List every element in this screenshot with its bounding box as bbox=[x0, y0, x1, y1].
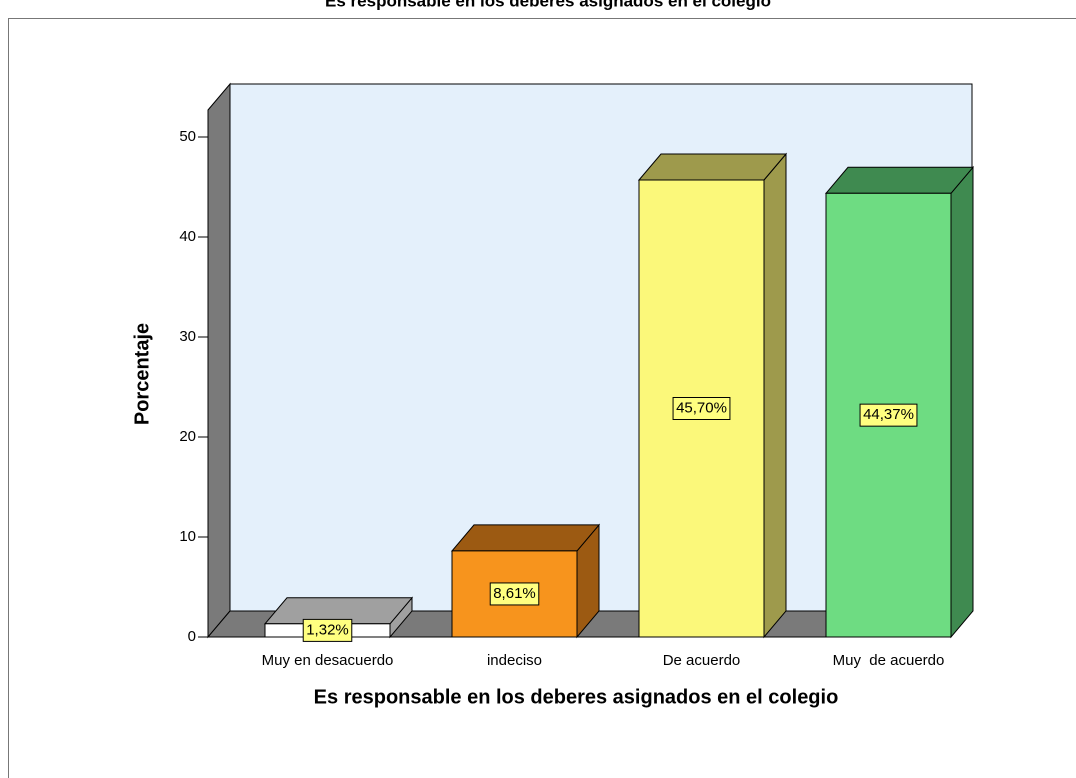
y-tick-label: 10 bbox=[179, 528, 196, 545]
y-tick-label: 20 bbox=[179, 428, 196, 445]
value-label-box bbox=[302, 618, 353, 642]
chart-title: Es responsable en los deberes asignados … bbox=[325, 0, 771, 10]
x-tick-label: Muy en desacuerdo bbox=[262, 652, 394, 669]
bar-top bbox=[637, 153, 788, 181]
y-axis-label: Porcentaje bbox=[131, 323, 153, 425]
x-tick-label: indeciso bbox=[487, 652, 542, 669]
value-label: 8,61% bbox=[493, 585, 536, 602]
x-tick-label: Muy de acuerdo bbox=[833, 652, 945, 669]
left-wall bbox=[207, 82, 231, 639]
bar-top bbox=[824, 166, 975, 194]
y-tick-label: 30 bbox=[179, 328, 196, 345]
x-tick-label: De acuerdo bbox=[663, 652, 741, 669]
bar-side bbox=[763, 152, 787, 639]
value-label-box bbox=[489, 582, 540, 606]
value-label: 45,70% bbox=[676, 399, 727, 416]
bar-side bbox=[950, 165, 974, 639]
y-tick-label: 0 bbox=[188, 628, 196, 645]
value-label: 1,32% bbox=[306, 621, 349, 638]
y-tick-label: 40 bbox=[179, 228, 196, 245]
x-axis-label: Es responsable en los deberes asignados … bbox=[314, 686, 839, 708]
value-label: 44,37% bbox=[863, 406, 914, 423]
value-label-box bbox=[859, 403, 918, 427]
value-label-box bbox=[672, 397, 731, 420]
y-tick-label: 50 bbox=[179, 128, 196, 145]
bar-top bbox=[450, 524, 601, 552]
